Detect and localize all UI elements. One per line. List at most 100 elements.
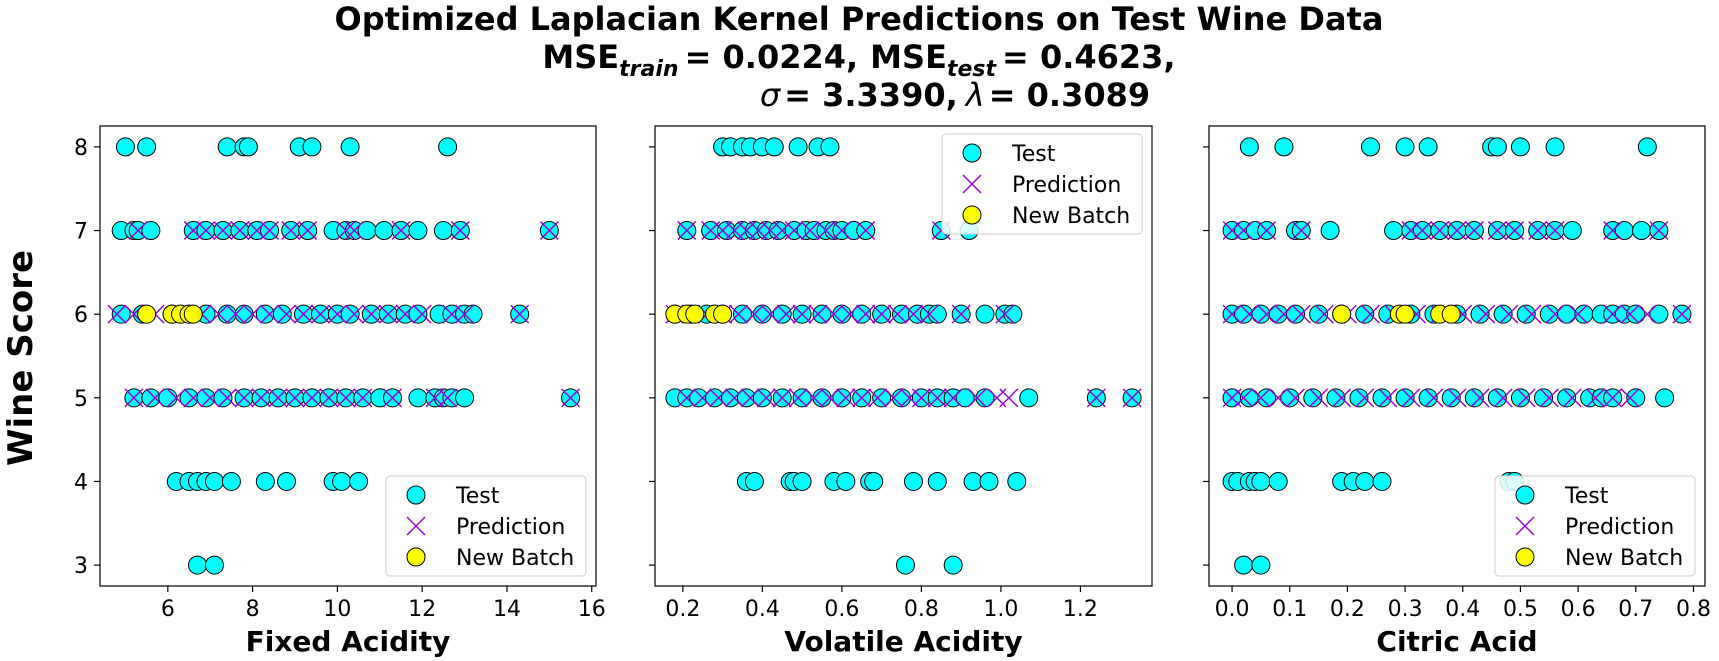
- prediction-marker: [1545, 221, 1565, 241]
- test-point: [1372, 471, 1392, 491]
- test-point: [1637, 137, 1657, 157]
- x-tick-label: 0.2: [665, 597, 700, 622]
- test-point: [717, 221, 737, 241]
- test-point: [963, 471, 983, 491]
- prediction-marker: [260, 304, 280, 324]
- prediction-marker: [455, 304, 475, 324]
- test-point: [111, 304, 131, 324]
- subplot-1: 6 8 10 12 14 16 3 4 5 6 7 8 Fixed Acidity Test Predict…: [74, 125, 606, 658]
- prediction-marker: [145, 388, 165, 408]
- prediction-marker: [788, 388, 808, 408]
- test-point: [1470, 304, 1490, 324]
- x-tick-label: 8: [246, 597, 260, 622]
- legend-box: [1494, 475, 1696, 577]
- test-point: [792, 471, 812, 491]
- prediction-marker: [226, 304, 246, 324]
- test-point: [340, 304, 360, 324]
- prediction-marker: [1360, 304, 1380, 324]
- series-new-batch: [665, 304, 733, 324]
- prediction-marker: [336, 221, 356, 241]
- legend-label: Test: [455, 484, 500, 509]
- test-point: [732, 304, 752, 324]
- test-point: [1019, 388, 1039, 408]
- test-point: [1355, 304, 1375, 324]
- prediction-marker: [1620, 304, 1640, 324]
- prediction-marker: [1545, 304, 1565, 324]
- test-point: [943, 555, 963, 575]
- prediction-marker: [872, 304, 892, 324]
- test-point: [1355, 471, 1375, 491]
- test-point: [752, 388, 772, 408]
- prediction-marker: [856, 304, 876, 324]
- test-point: [1493, 304, 1513, 324]
- prediction-marker: [840, 304, 860, 324]
- mse-test-label: MSE: [870, 38, 947, 76]
- prediction-marker: [539, 221, 559, 241]
- legend: Test Prediction New Batch: [385, 475, 587, 577]
- x-tick-label: 0.4: [1445, 597, 1480, 622]
- prediction-marker: [967, 388, 987, 408]
- legend-new-batch-marker: [962, 205, 982, 225]
- legend-box: [941, 133, 1143, 235]
- test-subscript: test: [947, 57, 998, 82]
- prediction-marker: [298, 221, 318, 241]
- prediction-marker: [951, 304, 971, 324]
- test-point: [1649, 304, 1669, 324]
- test-point: [872, 388, 892, 408]
- chart-title: Optimized Laplacian Kernel Predictions o…: [335, 0, 1384, 38]
- test-point: [213, 388, 233, 408]
- train-subscript: train: [619, 57, 678, 82]
- prediction-marker: [209, 304, 229, 324]
- test-point: [1441, 388, 1461, 408]
- test-point: [1320, 221, 1340, 241]
- prediction-marker: [327, 304, 347, 324]
- prediction-marker: [1355, 388, 1375, 408]
- test-point: [1562, 221, 1582, 241]
- prediction-marker: [383, 388, 403, 408]
- legend-test-marker: [1515, 485, 1535, 505]
- prediction-marker: [395, 304, 415, 324]
- test-point: [408, 304, 428, 324]
- prediction-marker: [1239, 304, 1259, 324]
- prediction-marker: [1603, 388, 1623, 408]
- test-point: [1349, 388, 1369, 408]
- test-point: [975, 388, 995, 408]
- prediction-marker: [772, 388, 792, 408]
- prediction-marker: [1464, 221, 1484, 241]
- prediction-marker: [1447, 221, 1467, 241]
- prediction-marker: [344, 221, 364, 241]
- x-tick-label: 0.8: [904, 597, 939, 622]
- prediction-marker: [808, 304, 828, 324]
- lambda-value: = 0.3089: [989, 76, 1150, 114]
- test-point: [277, 471, 297, 491]
- new-batch-point: [713, 304, 733, 324]
- test-point: [836, 471, 856, 491]
- prediction-marker: [804, 388, 824, 408]
- prediction-marker: [776, 304, 796, 324]
- prediction-marker: [243, 304, 263, 324]
- plot-area: [665, 137, 1142, 575]
- test-point: [1464, 388, 1484, 408]
- y-tick-label: 8: [74, 136, 88, 161]
- test-point: [927, 471, 947, 491]
- y-tick-label: 5: [74, 387, 88, 412]
- x-tick-label: 0.6: [824, 597, 859, 622]
- prediction-marker: [919, 304, 939, 324]
- prediction-marker: [868, 388, 888, 408]
- test-point: [374, 221, 394, 241]
- legend-new-batch-marker: [1515, 547, 1535, 567]
- lambda-symbol: λ: [964, 76, 985, 114]
- test-point: [1557, 388, 1577, 408]
- test-point: [927, 304, 947, 324]
- prediction-marker: [450, 221, 470, 241]
- test-point: [892, 388, 912, 408]
- prediction-marker: [1649, 221, 1669, 241]
- prediction-marker: [888, 304, 908, 324]
- prediction-marker: [1309, 388, 1329, 408]
- test-point: [1655, 388, 1675, 408]
- test-point: [1418, 388, 1438, 408]
- test-point: [1626, 388, 1646, 408]
- prediction-marker: [196, 221, 216, 241]
- test-point: [1360, 137, 1380, 157]
- prediction-marker: [310, 304, 330, 324]
